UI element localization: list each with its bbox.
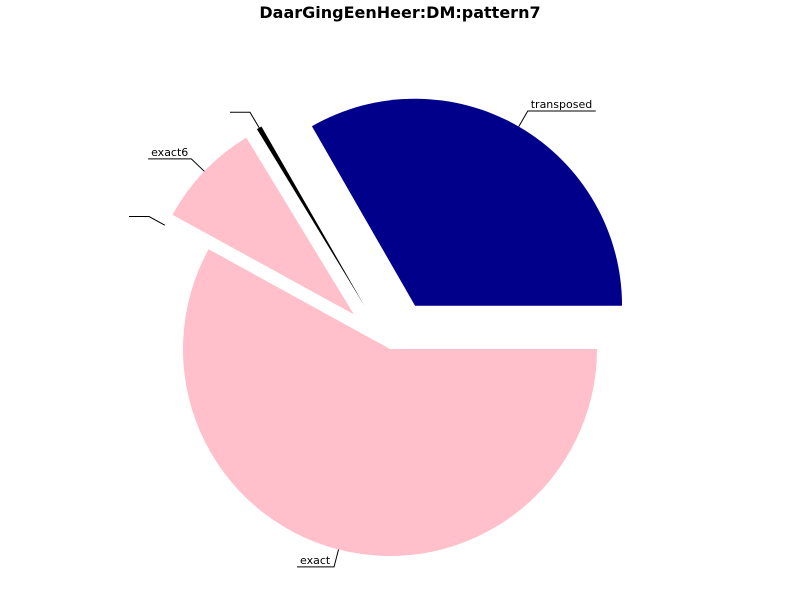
leader-line-exact6-2 — [148, 158, 205, 172]
slice-label-exact6: exact6 — [151, 146, 188, 159]
pie-slice-transposed-0 — [311, 98, 623, 306]
slice-label-transposed: transposed — [531, 98, 592, 111]
leader-line-unlabeled-3 — [129, 216, 166, 226]
chart-title: DaarGingEenHeer:DM:pattern7 — [259, 3, 541, 22]
leader-line-unlabeled-1 — [230, 111, 260, 129]
leader-line-exact-4 — [297, 549, 340, 568]
pie-slice-exact-4 — [183, 249, 598, 556]
leader-line-transposed-0 — [518, 110, 596, 127]
pie-slice-unlabeled-1 — [256, 126, 365, 306]
pie-slice-exact6-2 — [172, 137, 354, 315]
slice-label-exact: exact — [300, 554, 331, 567]
